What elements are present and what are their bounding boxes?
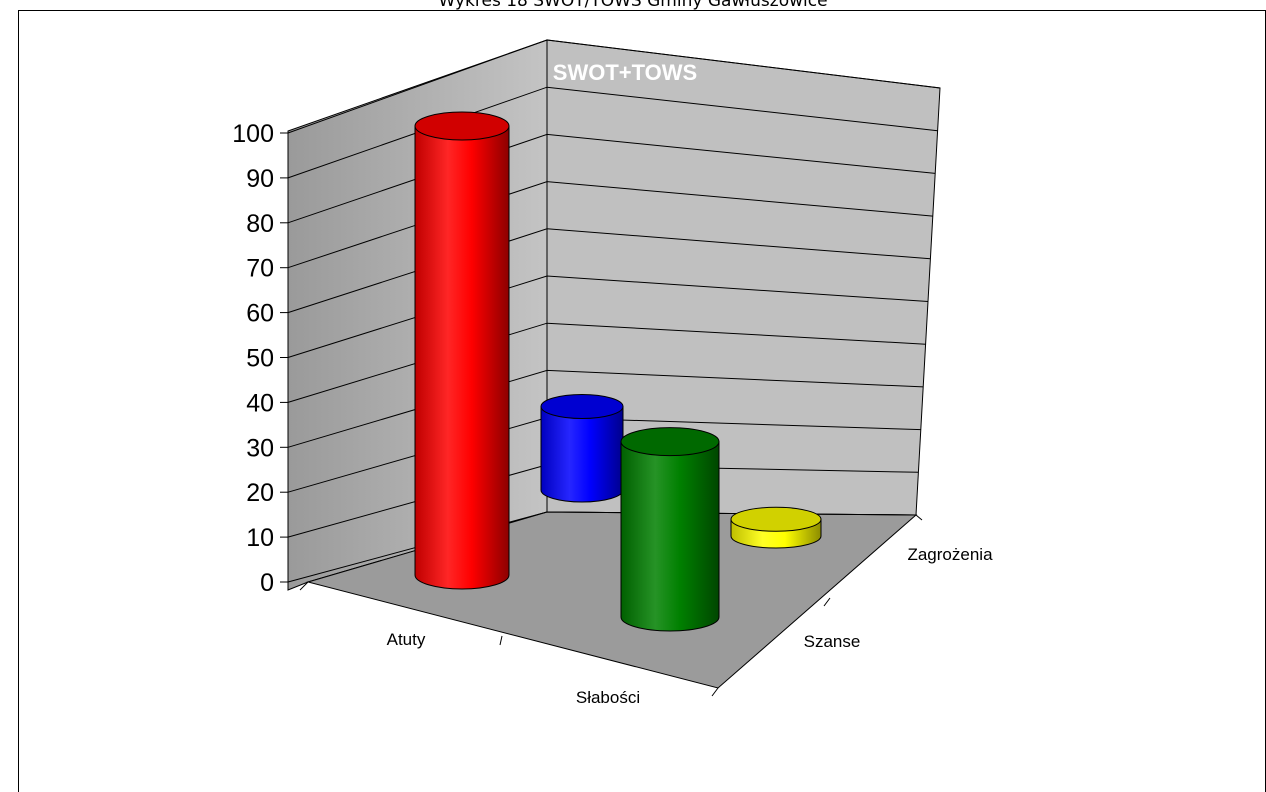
gridline bbox=[287, 369, 924, 448]
category-tick-mark bbox=[499, 635, 503, 646]
gridline bbox=[287, 181, 933, 269]
y-tick-label: 60 bbox=[246, 300, 274, 328]
category-label: Zagrożenia bbox=[907, 545, 993, 564]
category-label: Szanse bbox=[804, 632, 861, 651]
figure-caption: Wykres 18 SWOT/TOWS Gminy Gawłuszowice bbox=[438, 0, 828, 11]
gridline bbox=[287, 275, 929, 358]
y-tick-label: 100 bbox=[232, 120, 274, 148]
bars bbox=[414, 111, 822, 632]
bar-atuty bbox=[414, 111, 510, 590]
bar-szanse bbox=[620, 427, 720, 632]
chart-title: SWOT+TOWS bbox=[553, 60, 697, 85]
y-tick-label: 90 bbox=[246, 165, 274, 193]
y-axis: 0 10 20 30 40 50 60 70 80 90 100 bbox=[232, 120, 289, 597]
bar-body bbox=[620, 441, 720, 632]
category-label: Atuty bbox=[387, 630, 426, 649]
bar-top bbox=[620, 427, 720, 457]
y-tick-label: 40 bbox=[246, 389, 274, 417]
gridline bbox=[287, 133, 936, 224]
y-tick-label: 10 bbox=[246, 524, 274, 552]
y-tick-label: 20 bbox=[246, 479, 274, 507]
gridline bbox=[287, 39, 941, 134]
gridline bbox=[287, 322, 926, 403]
gridlines bbox=[287, 39, 941, 583]
bar-body bbox=[540, 405, 624, 503]
bar-słabości bbox=[540, 393, 624, 503]
category-tick-mark bbox=[711, 687, 719, 697]
category-ticks bbox=[299, 514, 923, 697]
category-label: Słabości bbox=[576, 688, 640, 707]
bar-zagrożenia bbox=[730, 506, 822, 549]
bar-top bbox=[414, 111, 510, 141]
bar-body bbox=[414, 125, 510, 590]
y-tick-label: 30 bbox=[246, 434, 274, 462]
y-tick-label: 0 bbox=[260, 569, 274, 597]
y-tick-label: 50 bbox=[246, 345, 274, 373]
y-tick-label: 70 bbox=[246, 255, 274, 283]
category-labels: Atuty Słabości Szanse Zagrożenia bbox=[387, 545, 993, 707]
category-tick-mark bbox=[823, 597, 831, 607]
y-tick-label: 80 bbox=[246, 210, 274, 238]
gridline bbox=[287, 228, 931, 314]
bar-top bbox=[540, 393, 624, 419]
category-tick-mark bbox=[299, 581, 309, 591]
gridline bbox=[287, 86, 938, 179]
category-tick-mark bbox=[915, 514, 923, 521]
bar-top bbox=[730, 506, 822, 532]
